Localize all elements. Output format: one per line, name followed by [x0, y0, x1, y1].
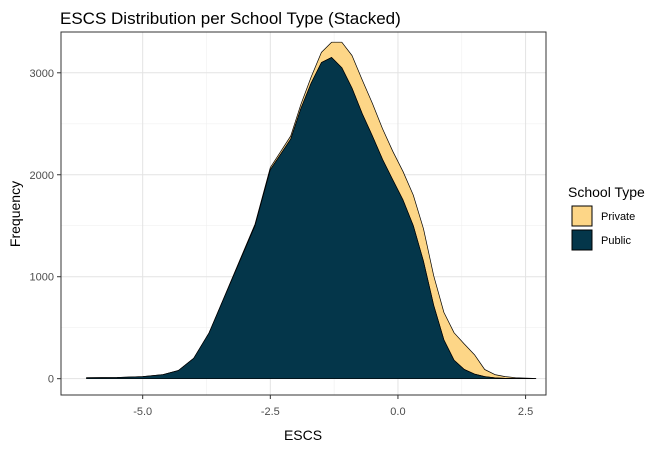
y-tick-label: 3000: [30, 68, 54, 80]
y-tick-label: 2000: [30, 170, 54, 182]
x-tick-label: -5.0: [133, 406, 152, 418]
legend-label-public: Public: [601, 235, 631, 247]
y-tick-label: 1000: [30, 272, 54, 284]
x-axis-label: ESCS: [284, 427, 322, 443]
area-public: [86, 57, 537, 380]
series-layer: [86, 41, 537, 380]
legend-label-private: Private: [601, 211, 635, 223]
legend-title: School Type: [568, 184, 645, 200]
legend: School Type Private Public: [568, 184, 645, 251]
legend-swatch-public: [571, 229, 593, 251]
x-tick-label: -2.5: [261, 406, 280, 418]
panel-border: [60, 31, 547, 396]
chart-title: ESCS Distribution per School Type (Stack…: [60, 9, 401, 28]
y-axis: 0 1000 2000 3000: [30, 68, 61, 386]
y-tick-label: 0: [48, 374, 54, 386]
legend-items: Private Public: [571, 205, 635, 251]
legend-swatch-private: [571, 205, 593, 227]
x-axis: -5.0 -2.5 0.0 2.5: [133, 395, 533, 418]
plot-panel: [60, 31, 547, 396]
y-axis-label: Frequency: [7, 181, 23, 247]
x-tick-label: 0.0: [390, 406, 405, 418]
x-tick-label: 2.5: [518, 406, 533, 418]
